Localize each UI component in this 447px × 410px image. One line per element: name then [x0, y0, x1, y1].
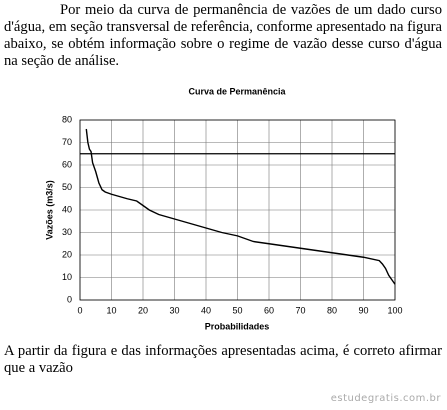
x-tick-label: 50	[232, 305, 242, 315]
y-tick-label: 40	[62, 204, 72, 214]
x-tick-label: 60	[264, 305, 274, 315]
x-tick-label: 20	[138, 305, 148, 315]
y-tick-label: 60	[62, 159, 72, 169]
x-tick-label: 100	[387, 305, 402, 315]
x-tick-label: 0	[77, 305, 82, 315]
y-tick-label: 70	[62, 137, 72, 147]
plot-frame	[79, 119, 396, 301]
y-tick-label: 80	[62, 114, 72, 124]
x-tick-label: 40	[201, 305, 211, 315]
y-tick-label: 20	[62, 249, 72, 259]
y-tick-label: 10	[62, 272, 72, 282]
y-tick-label: 50	[62, 182, 72, 192]
curve	[85, 128, 396, 285]
question-paragraph: A partir da figura e das informações apr…	[4, 343, 442, 376]
y-tick-label: 0	[67, 294, 72, 304]
chart-title: Curva de Permanência	[188, 86, 286, 96]
x-tick-label: 70	[295, 305, 305, 315]
y-axis-label: Vazões (m3/s)	[44, 180, 54, 240]
watermark: estudegratis.com.br	[330, 393, 441, 404]
chart: Curva de Permanência Probabilidades Vazõ…	[44, 86, 402, 331]
y-tick-label: 30	[62, 227, 72, 237]
x-tick-label: 10	[106, 305, 116, 315]
x-tick-label: 90	[358, 305, 368, 315]
x-tick-label: 30	[169, 305, 179, 315]
intro-paragraph: Por meio da curva de permanência de vazõ…	[4, 2, 442, 69]
x-axis-label: Probabilidades	[205, 321, 270, 331]
x-tick-label: 80	[327, 305, 337, 315]
